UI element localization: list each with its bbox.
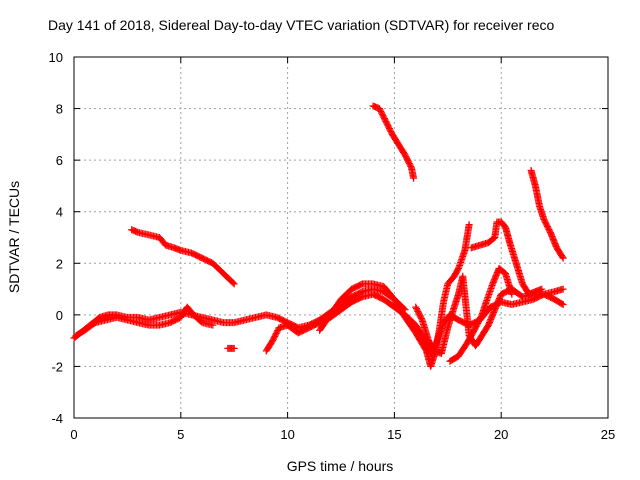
x-tick-label: 15 — [387, 427, 401, 442]
data-point-marker — [558, 253, 566, 261]
series-track-g — [369, 102, 418, 182]
x-tick-label: 25 — [601, 427, 615, 442]
data-points — [70, 102, 567, 370]
y-axis: -4 -2 0 2 4 6 8 10 — [49, 50, 608, 426]
data-point-marker — [559, 254, 567, 262]
x-axis-title: GPS time / hours — [287, 458, 394, 474]
data-point-marker — [230, 344, 238, 352]
series-track-c — [128, 226, 238, 288]
y-tick-label: 0 — [56, 308, 63, 323]
series-track-i — [446, 264, 516, 365]
x-tick-label: 20 — [494, 427, 508, 442]
y-tick-label: -4 — [51, 411, 63, 426]
data-point-marker — [508, 290, 516, 298]
series-track-k — [527, 166, 567, 262]
data-point-marker — [559, 301, 567, 309]
y-axis-title: SDTVAR / TECUs — [6, 181, 22, 293]
data-point-marker — [538, 285, 546, 293]
series-track-d — [224, 344, 238, 352]
series-track-a — [70, 285, 409, 342]
y-tick-label: 8 — [56, 102, 63, 117]
x-tick-label: 10 — [280, 427, 294, 442]
y-tick-label: 4 — [56, 205, 63, 220]
series-track-h — [412, 272, 567, 358]
x-axis: 0 5 10 15 20 25 — [70, 57, 615, 442]
y-tick-label: -2 — [51, 359, 63, 374]
chart-grid — [74, 57, 608, 418]
chart-title: Day 141 of 2018, Sidereal Day-to-day VTE… — [48, 17, 554, 33]
series-track-f — [316, 221, 473, 370]
series-track-j — [467, 218, 546, 298]
y-tick-label: 10 — [49, 50, 63, 65]
x-tick-label: 0 — [70, 427, 77, 442]
data-point-marker — [230, 280, 238, 288]
data-point-marker — [465, 221, 473, 229]
data-point-marker — [410, 174, 418, 182]
data-point-marker — [559, 285, 567, 293]
data-point-marker — [229, 279, 237, 287]
y-tick-label: 6 — [56, 153, 63, 168]
series-track-b — [72, 303, 217, 339]
y-tick-label: 2 — [56, 256, 63, 271]
data-point-marker — [558, 300, 566, 308]
plot-frame — [73, 56, 609, 419]
x-tick-label: 5 — [177, 427, 184, 442]
data-point-marker — [209, 321, 217, 329]
